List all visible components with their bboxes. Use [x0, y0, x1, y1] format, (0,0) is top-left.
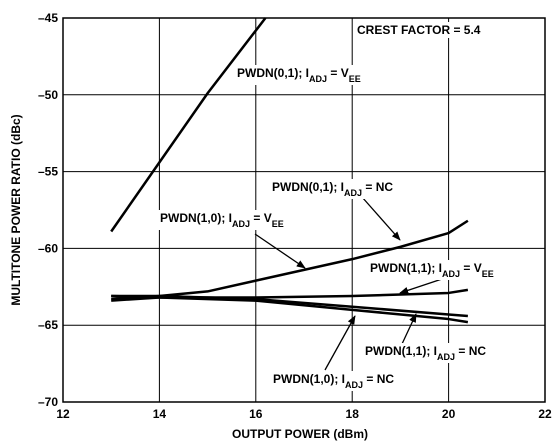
- annotation-text: = NC: [363, 372, 394, 386]
- annotation-subscript: EE: [349, 74, 361, 84]
- annotation-subscript: EE: [482, 269, 494, 279]
- y-tick-label: –65: [38, 318, 58, 332]
- y-tick-label: –70: [38, 395, 58, 409]
- annotation-subscript: ADJ: [309, 74, 327, 84]
- annotation-text: PWDN(1,1); I: [370, 261, 442, 275]
- annotation-text: PWDN(1,0); I: [160, 211, 232, 225]
- annotation-text: PWDN(0,1); I: [237, 66, 309, 80]
- x-tick-label: 12: [56, 407, 70, 421]
- x-tick-label: 18: [346, 407, 360, 421]
- annotation-subscript: ADJ: [232, 219, 250, 229]
- annotation-subscript: EE: [272, 219, 284, 229]
- annotation-arrow: [254, 233, 306, 269]
- annotation-text: PWDN(1,1); I: [365, 344, 437, 358]
- annotation: CREST FACTOR = 5.4: [357, 23, 481, 37]
- annotation: PWDN(1,0); IADJ = NC: [273, 372, 394, 390]
- annotation-subscript: ADJ: [437, 352, 455, 362]
- annotation-text: = NC: [455, 344, 486, 358]
- annotation-arrow: [401, 313, 417, 345]
- plot-frame: [62, 17, 546, 403]
- annotation-background: [271, 371, 397, 391]
- annotation-text: CREST FACTOR = 5.4: [357, 23, 481, 37]
- annotation-background: [368, 260, 496, 280]
- annotation-subscript: ADJ: [344, 188, 362, 198]
- annotation-text: PWDN(1,0); I: [273, 372, 345, 386]
- annotation-background: [158, 210, 286, 230]
- annotation: PWDN(0,1); IADJ = VEE: [237, 66, 361, 84]
- annotation-background: [235, 65, 363, 85]
- annotation-subscript: ADJ: [442, 269, 460, 279]
- y-tick-label: –60: [38, 241, 58, 255]
- annotation-arrow: [324, 315, 356, 371]
- x-tick-label: 22: [538, 407, 552, 421]
- annotation: PWDN(1,0); IADJ = VEE: [160, 211, 284, 229]
- annotation: PWDN(0,1); IADJ = NC: [272, 180, 393, 198]
- annotation: PWDN(1,1); IADJ = NC: [365, 344, 486, 362]
- annotation-subscript: ADJ: [345, 380, 363, 390]
- data-line: [111, 294, 468, 318]
- y-tick-label: –45: [38, 11, 58, 25]
- annotation-text: = V: [250, 211, 272, 225]
- annotation-background: [355, 22, 483, 38]
- data-line: [111, 294, 469, 324]
- annotation-background: [270, 179, 396, 199]
- annotation-arrow: [399, 277, 446, 294]
- annotation: PWDN(1,1); IADJ = VEE: [370, 261, 494, 279]
- x-axis-label: OUTPUT POWER (dBm): [232, 427, 368, 441]
- y-tick-label: –55: [38, 165, 58, 179]
- annotation-text: = NC: [362, 180, 393, 194]
- y-tick-label: –50: [38, 88, 58, 102]
- annotation-text: = V: [327, 66, 349, 80]
- y-axis-label: MULTITONE POWER RATIO (dBc): [9, 114, 23, 305]
- data-line: [111, 219, 469, 301]
- x-tick-label: 14: [153, 407, 167, 421]
- annotation-arrow: [361, 196, 401, 241]
- data-line: [110, 17, 267, 233]
- annotation-background: [363, 343, 489, 363]
- x-tick-label: 16: [249, 407, 263, 421]
- annotation-text: = V: [460, 261, 482, 275]
- annotation-text: PWDN(0,1); I: [272, 180, 344, 194]
- x-tick-label: 20: [442, 407, 456, 421]
